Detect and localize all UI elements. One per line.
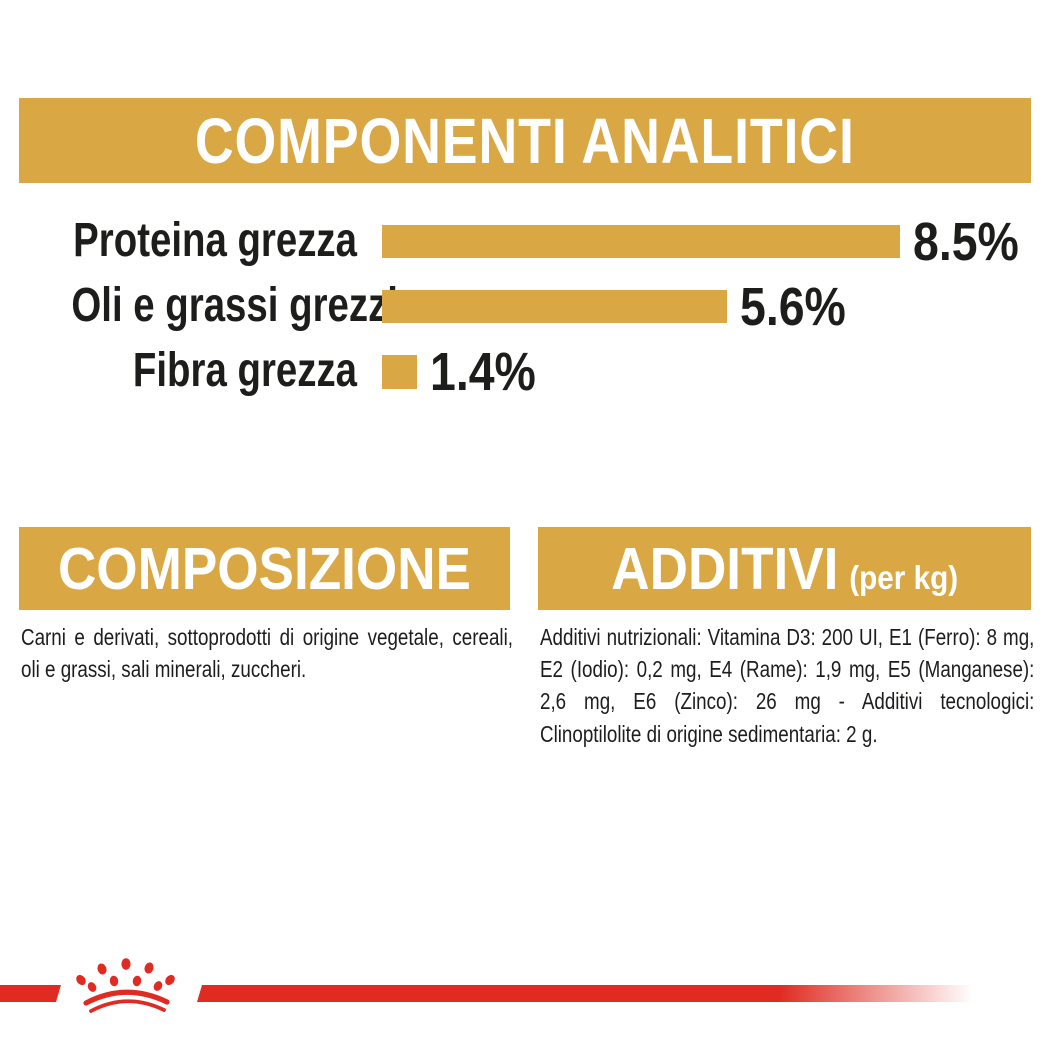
chart-row-fibra: Fibra grezza 1.4% — [0, 345, 1049, 399]
additivi-body-text: Additivi nutrizionali: Vitamina D3: 200 … — [540, 624, 1035, 747]
bar-track-proteina: 8.5% — [382, 215, 1036, 269]
bar-label-proteina: Proteina grezza — [73, 213, 358, 267]
footer-red-line-left — [0, 985, 61, 1002]
bar-value-fibra: 1.4% — [430, 342, 536, 402]
componenti-analitici-title: COMPONENTI ANALITICI — [195, 104, 855, 177]
bar-label-fibra: Fibra grezza — [132, 344, 357, 398]
bar-track-fibra: 1.4% — [382, 345, 553, 399]
additivi-title: ADDITIVI — [611, 535, 839, 602]
additivi-title-group: ADDITIVI (per kg) — [611, 535, 958, 603]
additivi-title-suffix: (per kg) — [849, 558, 958, 596]
composizione-banner: COMPOSIZIONE — [19, 527, 510, 610]
composizione-body-text: Carni e derivati, sottoprodotti di origi… — [21, 624, 513, 683]
composizione-title: COMPOSIZIONE — [57, 535, 472, 602]
bar-oli-grassi — [382, 290, 727, 323]
bar-label-oli-grassi: Oli e grassi grezzi — [71, 278, 398, 332]
bar-value-proteina: 8.5% — [913, 211, 1019, 272]
chart-row-proteina: Proteina grezza 8.5% — [0, 215, 1049, 269]
footer-red-line-right — [197, 985, 1005, 1002]
bar-track-oli-grassi: 5.6% — [382, 280, 863, 334]
chart-row-oli-grassi: Oli e grassi grezzi 5.6% — [0, 280, 1049, 334]
additivi-banner: ADDITIVI (per kg) — [538, 527, 1031, 610]
componenti-analitici-banner: COMPONENTI ANALITICI — [19, 98, 1031, 183]
bar-fibra — [382, 355, 417, 389]
royal-canin-crown-logo-icon — [76, 958, 175, 1013]
bar-proteina — [382, 225, 900, 258]
bar-value-oli-grassi: 5.6% — [740, 276, 846, 337]
